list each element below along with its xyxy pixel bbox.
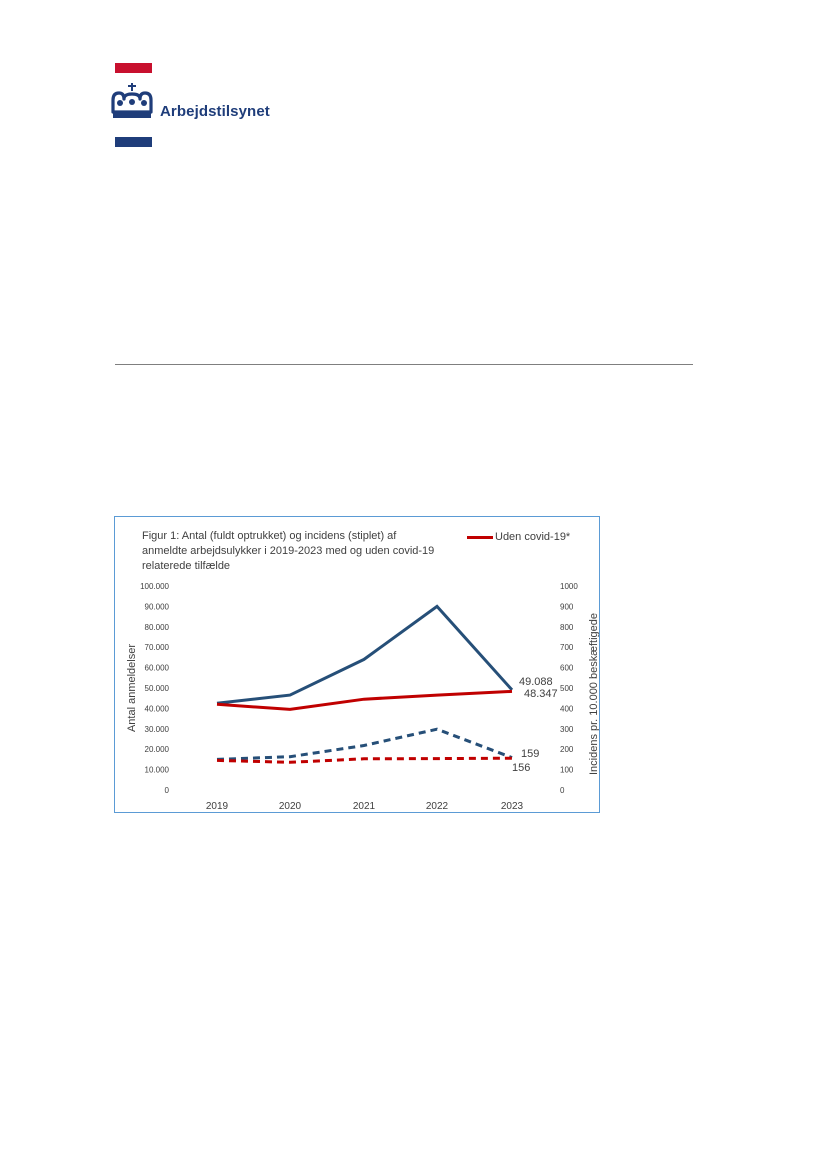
y2-axis-tick-label: 800 [560,623,574,632]
data-label: 48.347 [524,688,558,700]
y-axis-tick-label: 80.000 [145,623,170,632]
y2-axis-tick-label: 100 [560,766,574,775]
data-label: 49.088 [519,676,553,688]
x-axis-tick-label: 2023 [501,801,524,812]
flag-stripe-blue [115,137,152,147]
flag-stripe-red [115,63,152,73]
y-axis-tick-label: 40.000 [145,704,170,713]
y-axis-tick-label: 10.000 [145,766,170,775]
series-line-4 [216,756,513,764]
y2-axis-tick-label: 600 [560,664,574,673]
x-axis-tick-label: 2021 [353,801,376,812]
y2-axis-tick-label: 900 [560,602,574,611]
y2-axis-tick-label: 200 [560,745,574,754]
y-axis-tick-label: 90.000 [145,602,170,611]
y2-axis-tick-label: 1000 [560,582,578,591]
y-axis-tick-label: 30.000 [145,725,170,734]
y2-axis-label: Incidens pr. 10.000 beskæftigede [588,613,599,775]
legend-swatch-red [467,535,493,539]
data-label: 156 [512,762,530,774]
series-line-1 [216,604,514,705]
y2-axis-tick-label: 400 [560,704,574,713]
crown-icon [111,83,153,118]
series-line-3 [216,727,513,761]
chart-title-line: Figur 1: Antal (fuldt optrukket) og inci… [142,530,397,542]
chart-title-line: anmeldte arbejdsulykker i 2019-2023 med … [142,545,435,557]
y-axis-tick-label: 70.000 [145,643,170,652]
data-label: 159 [521,748,539,760]
y2-axis-tick-label: 500 [560,684,574,693]
legend-label: Uden covid-19* [495,531,571,543]
y-axis-tick-label: 100.000 [140,582,169,591]
y2-axis-tick-label: 300 [560,725,574,734]
y2-axis-tick-label: 0 [560,786,565,795]
y-axis-tick-label: 0 [165,786,170,795]
figure-chart: Figur 1: Antal (fuldt optrukket) og inci… [114,516,600,813]
y-axis-tick-label: 20.000 [145,745,170,754]
chart-title: Figur 1: Antal (fuldt optrukket) og inci… [142,529,462,574]
y2-axis-tick-label: 700 [560,643,574,652]
divider [115,364,693,365]
brand-name: Arbejdstilsynet [160,103,270,120]
x-axis-tick-label: 2022 [426,801,449,812]
series-line-2 [216,689,513,711]
y-axis-tick-label: 50.000 [145,684,170,693]
line-chart: 0 10.000 20.000 30.000 40.000 50.000 60.000 70.… [126,582,599,812]
y-axis-label: Antal anmeldelser [126,644,138,732]
chart-title-line: relaterede tilfælde [142,560,231,572]
x-axis-tick-label: 2019 [206,801,229,812]
x-axis-tick-label: 2020 [279,801,302,812]
chart-legend: Uden covid-19* [467,530,570,544]
y-axis-tick-label: 60.000 [145,664,170,673]
